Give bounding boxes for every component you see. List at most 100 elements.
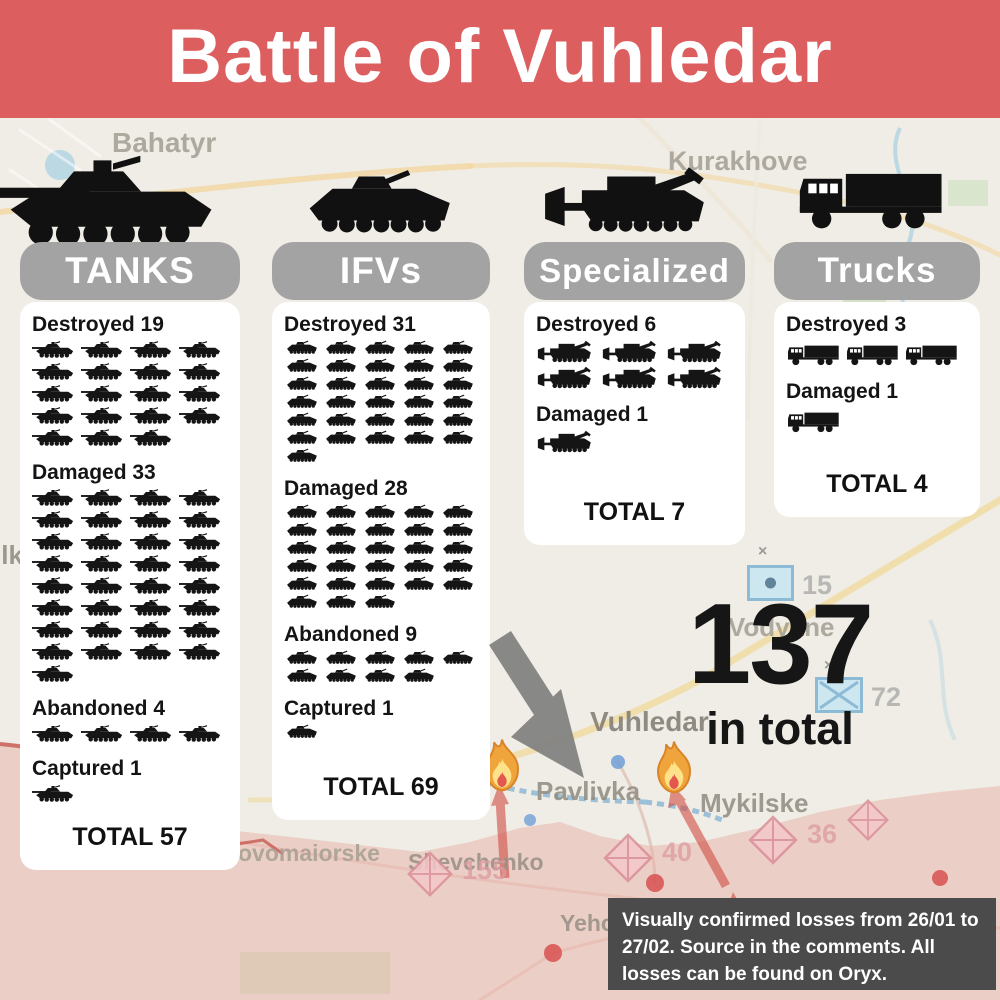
ifv-icon — [440, 412, 476, 427]
section-heading-destroyed: Destroyed 31 — [284, 313, 416, 336]
ifv-icon — [284, 504, 320, 519]
ifv-icon — [440, 540, 476, 555]
tank-icon — [130, 532, 176, 551]
ifv-icon — [362, 394, 398, 409]
icon-grid — [284, 724, 478, 739]
ifv-icon — [284, 650, 320, 665]
ifv-icon — [401, 340, 437, 355]
tank-icon — [81, 488, 127, 507]
ifv-icon — [440, 504, 476, 519]
truck-silhouette — [795, 158, 950, 231]
card-total: TOTAL 7 — [583, 498, 686, 526]
ifv-icon — [323, 430, 359, 445]
grand-total-value: 137 — [687, 581, 874, 708]
tank-icon — [81, 362, 127, 381]
card-total: TOTAL 57 — [72, 823, 188, 851]
tank-icon — [179, 384, 225, 403]
map-town-label: Mykilske — [700, 788, 809, 818]
tank-icon — [130, 510, 176, 529]
ifv-icon — [323, 340, 359, 355]
ifv-icon — [362, 504, 398, 519]
column-trucks: Trucks Destroyed 3 Damaged 1 TOTAL 4 — [774, 242, 980, 517]
tank-icon — [81, 406, 127, 425]
ifv-icon — [362, 576, 398, 591]
ifv-icon — [362, 412, 398, 427]
ifv-icon — [401, 376, 437, 391]
ifv-icon — [401, 394, 437, 409]
truck-icon — [786, 407, 842, 433]
tank-icon — [179, 488, 225, 507]
icon-grid — [284, 504, 478, 609]
settlement-dots: × × — [524, 543, 948, 962]
tank-icon — [32, 510, 78, 529]
tank-icon — [130, 428, 176, 447]
map-town-label: Pavlivka — [536, 776, 641, 806]
ifv-icon — [284, 558, 320, 573]
tank-icon — [32, 532, 78, 551]
ifv-icon — [362, 522, 398, 537]
icon-grid — [32, 488, 228, 683]
tank-icon — [32, 576, 78, 595]
ifv-icon — [362, 340, 398, 355]
engineering-vehicle-icon — [601, 366, 663, 389]
ifv-icon — [323, 594, 359, 609]
ifv-silhouette — [295, 168, 465, 237]
tank-icon — [179, 362, 225, 381]
icon-grid — [284, 340, 478, 463]
losses-card-specialized: Destroyed 6 Damaged 1 TOTAL 7 — [524, 302, 745, 545]
tank-icon — [81, 642, 127, 661]
tank-icon — [32, 362, 78, 381]
tank-icon — [179, 642, 225, 661]
svg-text:×: × — [758, 543, 767, 560]
ifv-icon — [440, 576, 476, 591]
ifv-icon — [401, 576, 437, 591]
tank-icon — [32, 384, 78, 403]
unit-marker-icon — [747, 565, 794, 606]
ifv-icon — [401, 558, 437, 573]
tank-icon — [130, 554, 176, 573]
tank-icon — [179, 598, 225, 617]
ifv-icon — [284, 340, 320, 355]
ifv-icon — [284, 668, 320, 683]
section-heading-damaged: Damaged 33 — [32, 461, 156, 484]
engineering-vehicle-icon — [666, 340, 728, 363]
ifv-icon — [440, 376, 476, 391]
tank-icon — [130, 598, 176, 617]
ifv-icon — [401, 358, 437, 373]
engineering-vehicle-icon — [666, 366, 728, 389]
tank-icon — [81, 384, 127, 403]
section-heading-abandoned: Abandoned 4 — [32, 697, 166, 720]
ifv-icon — [440, 650, 476, 665]
ifv-icon — [362, 594, 398, 609]
category-pill-specialized: Specialized — [524, 242, 745, 300]
tank-icon — [32, 664, 78, 683]
unit-marker-icon — [846, 798, 890, 847]
losses-card-trucks: Destroyed 3 Damaged 1 TOTAL 4 — [774, 302, 980, 517]
section-heading-destroyed: Destroyed 3 — [786, 313, 907, 336]
ifv-icon — [440, 358, 476, 373]
page-title: Battle of Vuhledar — [167, 14, 833, 99]
ifv-icon — [284, 540, 320, 555]
ifv-icon — [362, 558, 398, 573]
icon-grid — [32, 724, 228, 743]
ifv-icon — [440, 522, 476, 537]
map-town-label: Yeho — [560, 910, 615, 936]
engineering-vehicle-icon — [601, 340, 663, 363]
tank-icon — [32, 620, 78, 639]
section-heading-destroyed: Destroyed 19 — [32, 313, 164, 336]
tank-icon — [32, 428, 78, 447]
icon-grid — [536, 430, 733, 453]
ifv-icon — [362, 376, 398, 391]
tank-icon — [179, 340, 225, 359]
tank-icon — [32, 724, 78, 743]
category-pill-trucks: Trucks — [774, 242, 980, 300]
unit-marker-icon — [406, 850, 454, 903]
source-note: Visually confirmed losses from 26/01 to … — [608, 898, 996, 990]
icon-grid — [786, 340, 968, 366]
section-heading-abandoned: Abandoned 9 — [284, 623, 418, 646]
truck-icon — [786, 340, 842, 366]
ifv-icon — [362, 540, 398, 555]
map-town-label: ilk — [0, 540, 23, 570]
engineering-vehicle-icon — [536, 340, 598, 363]
